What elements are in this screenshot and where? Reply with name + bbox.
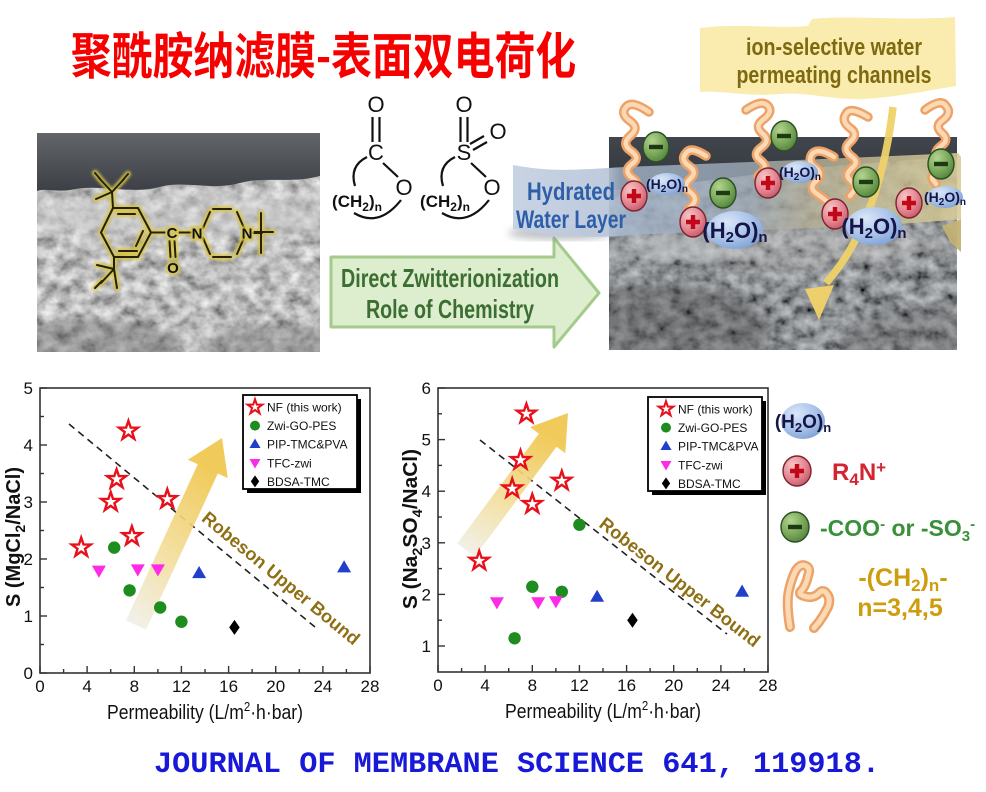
svg-text:Permeability (L/m2·h·bar): Permeability (L/m2·h·bar) [107,699,303,724]
svg-text:N: N [242,226,253,243]
svg-text:(H2O)n: (H2O)n [924,189,966,208]
svg-text:0: 0 [24,664,33,683]
svg-text:(H2O)n: (H2O)n [702,218,767,246]
svg-text:2: 2 [422,585,431,604]
svg-text:Zwi-GO-PES: Zwi-GO-PES [267,419,336,433]
svg-text:C: C [368,140,384,165]
svg-text:0: 0 [433,676,442,695]
svg-text:R4N+: R4N+ [832,458,886,489]
svg-text:NF (this work): NF (this work) [678,403,753,417]
svg-text:(CH2)n: (CH2)n [332,192,382,214]
svg-text:C: C [167,225,178,242]
svg-text:N: N [242,226,253,243]
svg-text:3: 3 [24,493,33,512]
svg-text:16: 16 [219,677,238,696]
svg-text:1: 1 [24,607,33,626]
svg-text:-(CH2)n-: -(CH2)n- [858,564,947,595]
svg-text:12: 12 [570,676,589,695]
svg-text:2: 2 [24,550,33,569]
svg-text:8: 8 [130,677,139,696]
svg-text:BDSA-TMC: BDSA-TMC [267,475,330,489]
svg-text:JOURNAL OF MEMBRANE SCIENCE 64: JOURNAL OF MEMBRANE SCIENCE 641, 119918. [154,748,880,782]
svg-text:24: 24 [711,676,730,695]
svg-text:Robeson Upper Bound: Robeson Upper Bound [198,508,364,649]
svg-text:12: 12 [172,677,191,696]
svg-text:PIP-TMC&PVA: PIP-TMC&PVA [267,438,347,452]
svg-text:4: 4 [480,676,489,695]
svg-text:24: 24 [313,677,332,696]
svg-text:Water Layer: Water Layer [516,206,626,234]
svg-text:Hydrated: Hydrated [527,178,615,206]
svg-text:3: 3 [422,534,431,553]
svg-text:28: 28 [759,676,778,695]
svg-text:permeating channels: permeating channels [737,62,932,89]
svg-text:Role of Chemistry: Role of Chemistry [366,294,534,324]
svg-text:20: 20 [266,677,285,696]
svg-text:PIP-TMC&PVA: PIP-TMC&PVA [678,440,758,454]
svg-text:-COO- or -SO3-: -COO- or -SO3- [820,515,975,545]
svg-text:O: O [167,260,179,277]
svg-text:4: 4 [82,677,91,696]
svg-text:N: N [192,226,203,243]
svg-text:16: 16 [617,676,636,695]
svg-text:S (Na2SO4/NaCl): S (Na2SO4/NaCl) [399,449,426,609]
svg-text:O: O [367,92,384,117]
svg-text:S (MgCl2/NaCl): S (MgCl2/NaCl) [3,467,28,607]
svg-text:0: 0 [35,677,44,696]
svg-text:Permeability (L/m2·h·bar): Permeability (L/m2·h·bar) [505,698,701,723]
svg-text:S: S [457,140,472,165]
svg-text:4: 4 [422,482,431,501]
svg-text:(H2O)n: (H2O)n [779,164,821,183]
svg-text:ion-selective water: ion-selective water [746,34,922,61]
svg-text:1: 1 [422,637,431,656]
svg-text:TFC-zwi: TFC-zwi [267,456,312,470]
svg-text:Robeson Upper Bound: Robeson Upper Bound [596,513,764,651]
svg-text:Direct Zwitterionization: Direct Zwitterionization [341,263,559,293]
svg-text:5: 5 [24,379,33,398]
svg-text:(H2O)n: (H2O)n [841,214,906,242]
svg-text:20: 20 [664,676,683,695]
svg-text:N: N [192,226,203,243]
svg-text:TFC-zwi: TFC-zwi [678,458,723,472]
svg-text:5: 5 [422,431,431,450]
svg-text:Zwi-GO-PES: Zwi-GO-PES [678,421,747,435]
svg-text:28: 28 [361,677,380,696]
svg-text:4: 4 [24,436,33,455]
svg-text:(H2O)n: (H2O)n [775,412,831,435]
svg-text:6: 6 [422,379,431,398]
svg-text:O: O [395,175,412,200]
svg-text:O: O [167,260,179,277]
svg-text:O: O [455,92,472,117]
svg-text:(H2O)n: (H2O)n [646,176,688,195]
svg-text:BDSA-TMC: BDSA-TMC [678,477,741,491]
svg-text:O: O [489,119,506,144]
svg-text:NF (this work): NF (this work) [267,401,342,415]
svg-text:8: 8 [528,676,537,695]
svg-text:n=3,4,5: n=3,4,5 [857,594,943,622]
svg-text:O: O [483,175,500,200]
svg-text:C: C [167,225,178,242]
svg-text:(CH2)n: (CH2)n [420,192,470,214]
